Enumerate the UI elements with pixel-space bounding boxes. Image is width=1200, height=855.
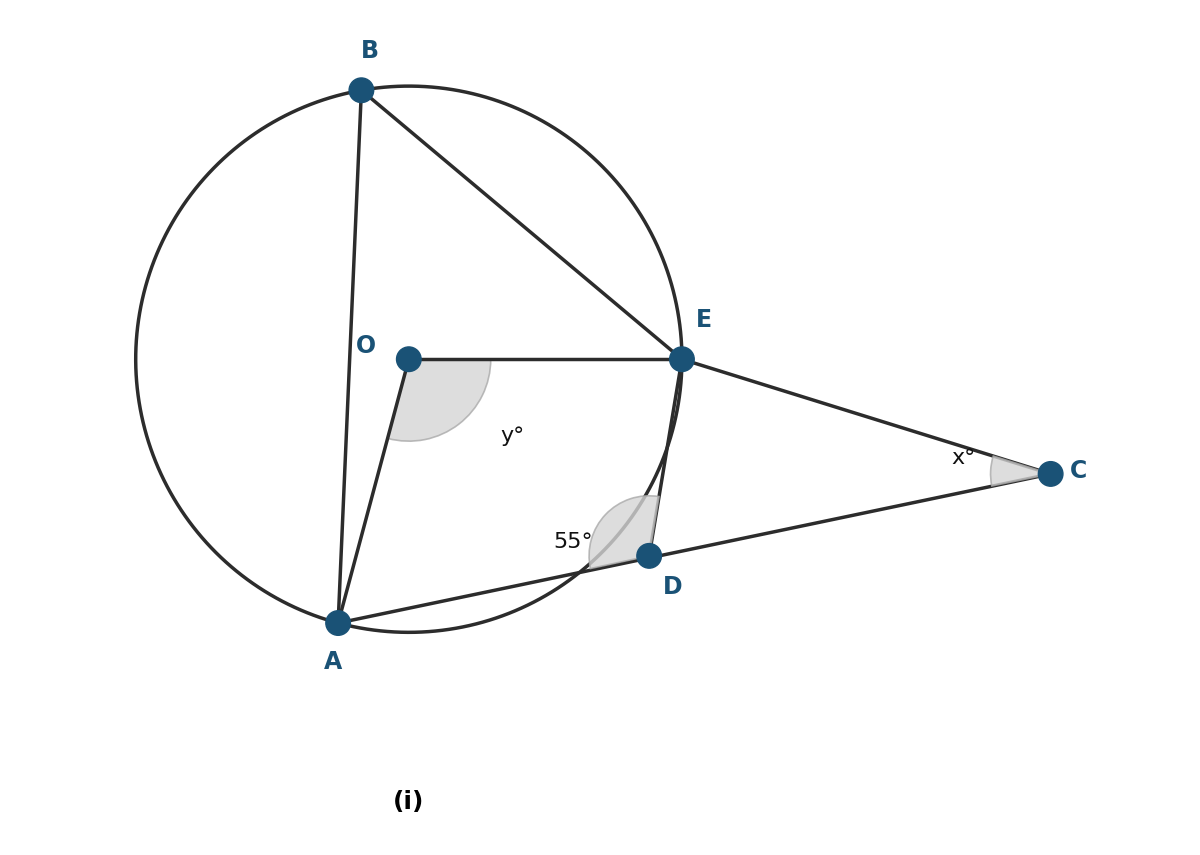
Text: x°: x° xyxy=(952,447,976,468)
Text: D: D xyxy=(662,575,683,599)
Text: O: O xyxy=(356,333,376,357)
Text: A: A xyxy=(324,651,342,675)
Text: B: B xyxy=(360,39,378,63)
Wedge shape xyxy=(990,456,1051,486)
Text: E: E xyxy=(696,308,712,332)
Circle shape xyxy=(670,347,695,372)
Circle shape xyxy=(349,78,373,103)
Circle shape xyxy=(637,544,661,569)
Text: C: C xyxy=(1069,459,1087,483)
Wedge shape xyxy=(388,359,491,441)
Text: 55°: 55° xyxy=(553,532,593,552)
Text: (i): (i) xyxy=(394,790,425,814)
Text: y°: y° xyxy=(500,426,524,445)
Circle shape xyxy=(326,610,350,635)
Circle shape xyxy=(1038,462,1063,486)
Wedge shape xyxy=(589,496,659,569)
Circle shape xyxy=(396,347,421,372)
